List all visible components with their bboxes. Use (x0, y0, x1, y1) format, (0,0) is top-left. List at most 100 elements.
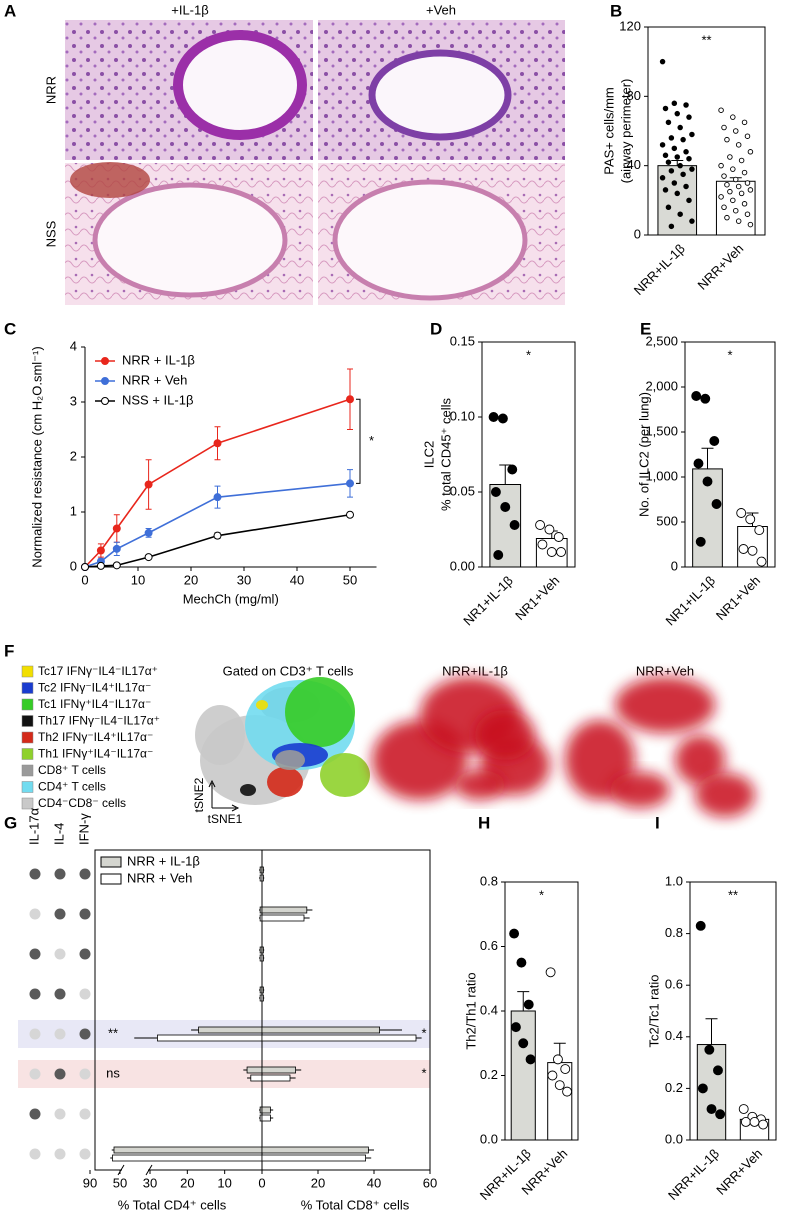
data-point (744, 211, 751, 217)
significance: ** (108, 1025, 118, 1040)
data-point (683, 149, 689, 155)
x-tick-label: NR1+IL-1β (460, 573, 515, 628)
bar (246, 1066, 263, 1074)
marker-dot (29, 1028, 41, 1040)
tsne-cluster (285, 677, 355, 747)
data-point (741, 201, 748, 207)
data-point (488, 412, 499, 422)
data-point (668, 223, 675, 230)
panel-letter: E (640, 319, 651, 338)
error-bar (671, 159, 684, 166)
bar (261, 1034, 417, 1042)
y-tick-label: 0 (634, 226, 641, 241)
x-tick-label: NRR+IL-1β (631, 241, 688, 298)
data-point (727, 188, 733, 195)
data-point (744, 133, 751, 139)
x-tick-label: NRR+IL-1β (665, 1146, 722, 1203)
marker-dot (29, 988, 41, 1000)
significance: ** (728, 887, 738, 902)
x-tick-label: NR1+IL-1β (663, 573, 718, 628)
data-point (695, 536, 706, 547)
marker-dot (79, 948, 91, 960)
axis-break (122, 1167, 148, 1173)
x-tick-label: 90 (83, 1175, 97, 1190)
error-bar (517, 991, 530, 1011)
plot-frame (481, 341, 576, 568)
marker-dot (54, 908, 66, 920)
data-point (523, 999, 534, 1010)
marker-name: IFN-γ (76, 813, 91, 845)
data-point (546, 547, 557, 557)
legend-marker (101, 377, 109, 385)
y-tick-label: 0.6 (480, 938, 498, 953)
data-point (81, 563, 89, 571)
legend-label: Th2 IFNγ⁻IL4⁺IL17α⁻ (38, 730, 153, 744)
data-point (668, 168, 675, 174)
data-point (680, 136, 686, 143)
data-point (686, 114, 692, 120)
data-point (683, 102, 689, 108)
row-label: NSS (43, 220, 58, 247)
data-point (709, 436, 720, 446)
y-tick-label: 0.2 (480, 1067, 498, 1082)
legend-marker (101, 357, 109, 365)
data-point (741, 169, 748, 176)
significance: * (526, 347, 531, 362)
data-point (677, 211, 683, 217)
airway (332, 179, 528, 301)
y-tick-label: 0.6 (665, 977, 683, 992)
data-point (680, 171, 686, 178)
data-point (689, 218, 695, 224)
bar (261, 1074, 291, 1082)
legend-swatch (21, 764, 34, 777)
data-point (738, 190, 745, 197)
data-point (493, 550, 504, 560)
bar (261, 906, 308, 914)
x-tick-label: 10 (217, 1175, 231, 1190)
legend-label: NRR + IL-1β (127, 853, 200, 868)
y-tick-label: 4 (70, 338, 77, 353)
tsne-axis-label: tSNE2 (192, 777, 206, 812)
data-point (674, 190, 681, 197)
marker-dot (29, 868, 41, 880)
marker-dot (29, 908, 41, 920)
data-point (677, 162, 683, 169)
data-point (727, 154, 733, 160)
marker-name: IL-4 (51, 823, 66, 845)
data-point (668, 135, 675, 141)
tsne-cluster (275, 750, 305, 770)
marker-dot (79, 1028, 91, 1040)
tsne-cluster (195, 705, 245, 765)
data-point (706, 1104, 717, 1114)
y-tick-label: 2,500 (645, 333, 678, 348)
data-point (754, 525, 765, 536)
y-axis-label: PAS+ cells/mm (601, 87, 616, 175)
error-bar (701, 447, 714, 469)
data-point (674, 110, 681, 117)
x-tick-label: 0 (81, 572, 88, 587)
data-point (674, 154, 681, 160)
y-tick-label: 0.4 (665, 1028, 683, 1043)
data-point (724, 136, 730, 143)
legend-swatch (21, 748, 34, 760)
legend-label: NRR + Veh (122, 372, 187, 387)
data-point (724, 214, 730, 221)
marker-dot (29, 948, 41, 960)
data-point (733, 176, 739, 183)
density (455, 770, 505, 800)
bar (250, 1074, 263, 1082)
data-point (671, 145, 678, 152)
data-point (697, 1083, 708, 1094)
data-point (509, 520, 520, 530)
legend-label: Th1 IFNγ⁺IL4⁻IL17α⁻ (38, 747, 153, 761)
data-point (497, 413, 508, 424)
x-tick-label: 20 (180, 1175, 194, 1190)
data-point (562, 1086, 573, 1097)
y-axis-label: No. of ILC2 (per lung) (636, 392, 651, 517)
y-tick-label: 120 (619, 18, 641, 33)
marker-dot (29, 1068, 41, 1080)
data-point (711, 499, 722, 509)
y-axis-label: Normalized resistance (cm H₂O.sml⁻¹) (29, 346, 44, 567)
marker-dot (54, 868, 66, 880)
y-tick-label: 0.0 (480, 1131, 498, 1146)
